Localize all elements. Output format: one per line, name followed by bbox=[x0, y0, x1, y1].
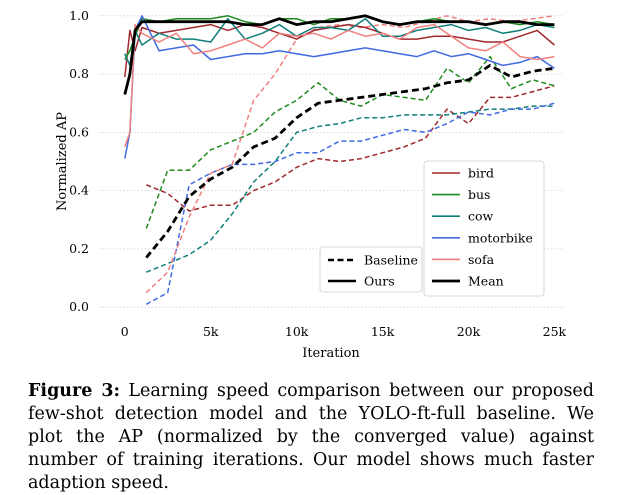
legend-label-motorbike: motorbike bbox=[468, 230, 533, 245]
series-line-motorbike-baseline bbox=[145, 102, 555, 305]
y-axis-label: Normalized AP bbox=[55, 112, 70, 211]
axis-ticks: 0.0 0.2 0.4 0.6 0.8 1.0 0 5k 10k 15k 20k 25k bbox=[69, 8, 566, 339]
x-tick-label: 5k bbox=[203, 324, 219, 339]
series-line-bird bbox=[124, 23, 555, 78]
x-tick-label: 10k bbox=[285, 324, 309, 339]
y-tick-label: 0.2 bbox=[69, 241, 89, 256]
figure-caption: Figure 3: Learning speed comparison betw… bbox=[28, 380, 594, 495]
caption-text: Learning speed comparison between our pr… bbox=[28, 381, 594, 493]
series-line-cow-baseline bbox=[146, 105, 555, 273]
y-tick-label: 1.0 bbox=[69, 8, 89, 23]
learning-speed-chart: 0.0 0.2 0.4 0.6 0.8 1.0 0 5k 10k 15k 20k 25k Normal… bbox=[55, 8, 567, 361]
y-tick-label: 0.6 bbox=[69, 124, 89, 139]
legend-label-sofa: sofa bbox=[468, 252, 495, 267]
x-axis-label: Iteration bbox=[302, 346, 360, 361]
legend-label-bird: bird bbox=[468, 166, 494, 181]
series-line-cow bbox=[124, 17, 555, 67]
series-line-bird-baseline bbox=[146, 85, 555, 212]
y-tick-label: 0.4 bbox=[69, 183, 89, 198]
x-tick-label: 15k bbox=[371, 324, 395, 339]
legend-label-mean: Mean bbox=[468, 274, 504, 289]
x-tick-label: 20k bbox=[457, 324, 481, 339]
series-lines bbox=[123, 14, 555, 305]
y-tick-label: 0.8 bbox=[69, 66, 89, 81]
y-tick-label: 0.0 bbox=[69, 299, 89, 314]
x-tick-label: 25k bbox=[543, 324, 567, 339]
x-tick-label: 0 bbox=[121, 324, 129, 339]
legend-label-cow: cow bbox=[468, 209, 494, 224]
series-line-sofa-baseline bbox=[145, 15, 555, 294]
series-line-sofa bbox=[124, 23, 555, 148]
legend-label-bus: bus bbox=[468, 187, 490, 202]
series-line-motorbike bbox=[124, 15, 555, 159]
series-line-bus-baseline bbox=[145, 55, 555, 229]
series-line-mean bbox=[123, 14, 555, 95]
legend-style-label-ours: Ours bbox=[364, 274, 395, 289]
legend-style-label-baseline: Baseline bbox=[364, 253, 418, 268]
legend-style: Baseline Ours bbox=[319, 246, 423, 293]
legend-classes: bird bus cow motorbike sofa Mean bbox=[423, 160, 545, 297]
caption-label: Figure 3: bbox=[28, 381, 120, 401]
series-line-mean-baseline bbox=[145, 64, 555, 259]
